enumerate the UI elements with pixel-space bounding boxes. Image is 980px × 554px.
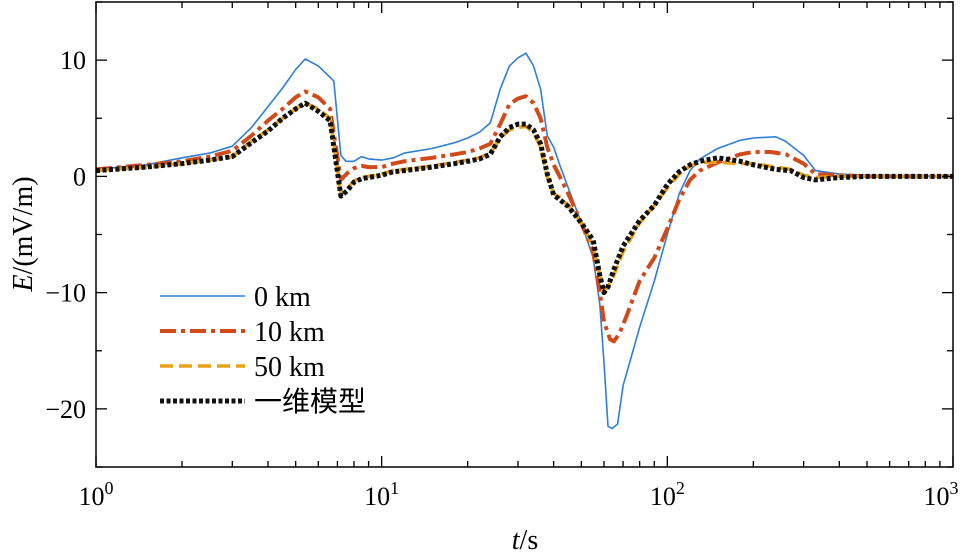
series-line-2 <box>95 101 953 293</box>
x-tick-labels: 100 101 102 103 <box>79 478 959 511</box>
y-tick-label: −20 <box>45 395 86 424</box>
legend-item: 10 km <box>160 317 325 348</box>
x-axis-label: t/s <box>512 525 538 554</box>
x-tick-exponent: 2 <box>676 478 685 498</box>
series-layer <box>95 52 954 430</box>
plot-frame <box>95 1 954 468</box>
y-tick-labels: 10 0 −10 −20 <box>45 46 86 424</box>
y-axis-label: E/(mV/m) <box>8 176 39 292</box>
series-line-0 <box>95 52 954 430</box>
series-line-3 <box>95 100 953 296</box>
legend-label: 一维模型 <box>254 386 366 418</box>
x-tick-label: 101 <box>364 478 399 511</box>
series-line-1 <box>95 89 953 344</box>
legend-item: 0 km <box>160 282 311 313</box>
y-tick-label: 0 <box>73 162 86 191</box>
legend-item: 一维模型 <box>160 386 366 418</box>
y-tick-label: −10 <box>45 279 86 308</box>
ticks-layer <box>95 1 954 468</box>
y-tick-label: 10 <box>60 46 86 75</box>
x-tick-label: 100 <box>79 478 114 511</box>
legend-label: 0 km <box>254 282 311 313</box>
x-tick-label: 103 <box>924 478 959 511</box>
x-tick-base: 10 <box>79 482 105 511</box>
legend-label: 10 km <box>254 317 325 348</box>
x-tick-label: 102 <box>650 478 685 511</box>
x-tick-base: 10 <box>650 482 676 511</box>
x-tick-exponent: 1 <box>390 478 399 498</box>
x-tick-exponent: 0 <box>105 478 114 498</box>
legend-label: 50 km <box>254 352 325 383</box>
x-tick-base: 10 <box>364 482 390 511</box>
legend-item: 50 km <box>160 352 325 383</box>
x-tick-exponent: 3 <box>950 478 959 498</box>
x-tick-base: 10 <box>924 482 950 511</box>
